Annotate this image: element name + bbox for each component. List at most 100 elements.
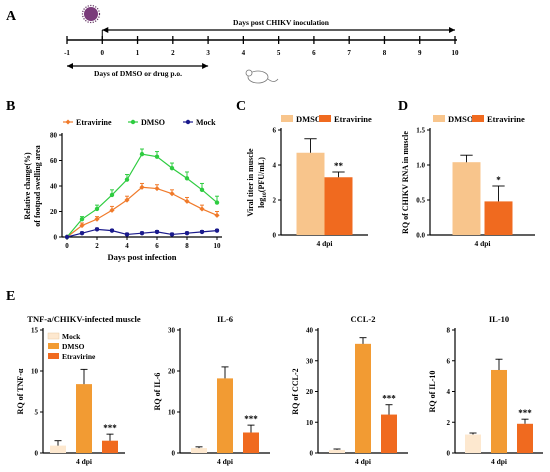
y-tick-label: 40 [306,327,314,335]
timeline-tick-label: 2 [171,49,175,57]
x-tick-label: 8 [185,242,189,250]
significance-mark: *** [244,414,258,424]
y-axis-label: Relative change(%) of footpad swelling ar… [23,145,42,226]
panel-label-a: A [6,9,17,24]
x-tick-label: 0 [65,242,69,250]
legend-label: DMSO [62,342,85,351]
y-axis-label-line: RQ of CHIKV RNA in muscle [401,131,410,234]
y-tick-label: 10 [168,409,176,417]
bar [102,440,118,453]
data-point [109,192,115,198]
data-point [169,191,175,197]
y-axis-label: RQ of TNF-α [16,368,25,414]
x-axis-label: Days post infection [108,252,177,262]
y-tick-label: 0.5 [416,197,425,205]
y-axis-label-line: Relative change(%) [23,152,32,220]
x-category-label: 4 dpi [316,239,332,248]
y-tick-label: 8 [447,327,451,335]
panel-label-c: C [236,99,246,114]
legend-swatch [281,115,293,122]
y-tick-label: 40 [50,183,58,191]
mouse-icon [245,69,279,84]
timeline-tick-label: 0 [101,49,105,57]
significance-mark: *** [103,423,117,433]
chart-title: IL-10 [489,314,509,324]
bar [452,162,481,235]
y-tick-label: 4 [273,162,277,170]
legend-marker [130,119,136,125]
y-tick-label: 15 [31,327,39,335]
timeline-tick-label: -1 [64,49,70,57]
legend-swatch [48,353,59,359]
legend-label: DMSO [141,118,165,127]
x-category-label: 4 dpi [217,457,233,466]
data-point [199,187,205,193]
chart-c: 0 2 4 6 ** 4 dpi Viral titer in muscle log10(PF… [246,114,372,248]
upper-arrow-head-right [449,27,455,33]
lower-arrow-head-right [202,63,209,69]
timeline-tick-label: 4 [242,49,246,57]
y-tick-label: 1.0 [416,162,425,170]
bar [491,369,507,453]
x-tick-label: 10 [214,242,222,250]
y-tick-label: 10 [31,368,39,376]
data-point [154,185,160,192]
y-axis-label-line: Viral titer in muscle [246,148,255,217]
data-point [79,222,85,229]
y-axis-label-line: of footpad swelling area [33,145,42,226]
timeline-tick-label: 8 [383,49,387,57]
timeline-tick-label: 3 [206,49,210,57]
data-point [124,197,130,203]
chart-title: CCL-2 [350,314,375,324]
data-point [124,232,130,237]
y-tick-label: 0 [172,450,176,458]
legend-label: Etravirine [487,114,525,124]
data-point [169,165,175,171]
bar [296,152,325,235]
x-category-label: 4 dpi [355,457,371,466]
y-axis-label-line: RQ of IL-6 [153,373,162,411]
legend-label: Etravirine [76,118,112,127]
bar [76,384,92,453]
bar [329,449,345,453]
bar [381,414,397,453]
timeline-tick-label: 10 [452,49,460,57]
timeline-tick-label: 7 [347,49,351,57]
y-tick-label: 5 [35,409,39,417]
data-point [79,216,85,222]
x-category-label: 4 dpi [474,239,490,248]
data-point [169,232,175,237]
legend-marker [65,119,71,125]
y-tick-label: 60 [50,157,58,165]
series-line [66,186,218,238]
y-axis-label: RQ of IL-6 [153,373,162,411]
data-point [154,229,160,235]
bar [355,343,371,453]
y-tick-label: 4 [447,388,451,396]
legend-label: DMSO [448,114,474,124]
legend-label: Mock [62,332,81,341]
virus-icon [81,4,101,24]
panel-label-e: E [6,289,15,304]
chart-title: IL-6 [217,314,233,324]
data-point [139,230,145,236]
significance-mark: *** [518,408,532,418]
data-point [214,212,220,218]
y-axis-label-line: RQ of TNF-α [16,368,25,414]
chart-d: 0.0 0.5 1.0 1.5 * 4 dpi RQ of CHIKV RNA in mus… [401,114,535,248]
legend-label: Etravirine [62,352,96,361]
y-axis-label-line: log10(PFU/mL) [257,157,268,208]
y-axis-label: RQ of CCL-2 [291,368,300,414]
y-tick-label: 30 [306,357,314,365]
data-point [64,234,70,240]
series-line [66,153,218,238]
data-point [139,184,145,190]
x-category-label: 4 dpi [76,457,92,466]
y-tick-label: 10 [306,419,314,427]
data-point [199,206,205,212]
y-tick-label: 20 [50,208,58,216]
lower-arrow-head-left [67,63,73,69]
y-tick-label: 0 [54,234,58,242]
